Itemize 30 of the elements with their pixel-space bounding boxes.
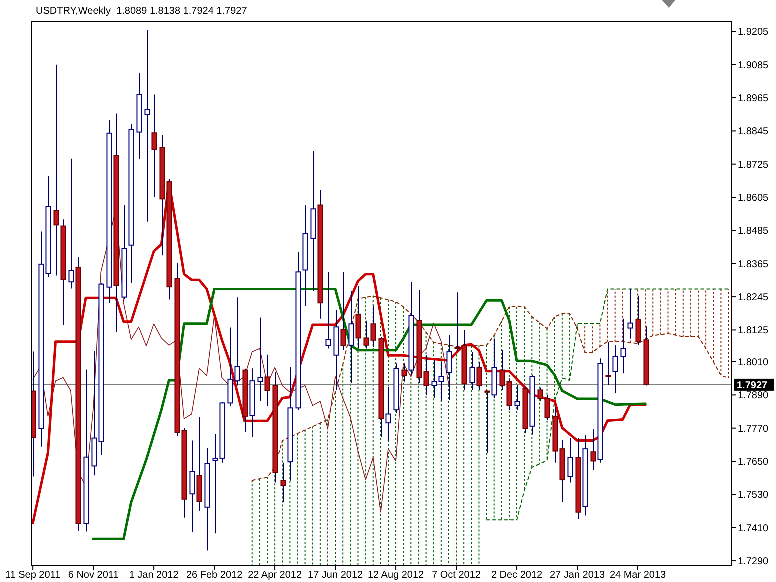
chart-title: USDTRY,Weekly 1.8089 1.8138 1.7924 1.7927 [36, 6, 248, 17]
y-tick-label: 1.8365 [738, 259, 770, 270]
y-tick-label: 1.7890 [738, 390, 770, 402]
y-tick-label: 1.7410 [738, 523, 770, 534]
y-tick-label: 1.8845 [738, 126, 770, 138]
x-tick-label: 1 Jan 2012 [129, 570, 180, 581]
y-tick-label: 1.8485 [738, 226, 770, 238]
y-tick-label: 1.7650 [738, 457, 770, 468]
y-tick-label: 1.8605 [738, 193, 770, 204]
ref-line-label: 1.7927 [737, 380, 768, 392]
x-tick-label: 22 Apr 2012 [248, 570, 302, 581]
y-tick-label: 1.8245 [738, 292, 770, 304]
y-tick-label: 1.8725 [738, 160, 770, 171]
x-tick-label: 27 Jan 2013 [550, 570, 606, 581]
y-tick-label: 1.7290 [738, 556, 770, 568]
y-tick-label: 1.9205 [738, 27, 770, 38]
y-tick-label: 1.7770 [738, 424, 770, 435]
x-tick-label: 24 Mar 2013 [610, 570, 667, 581]
x-tick-label: 12 Aug 2012 [368, 570, 425, 581]
x-tick-label: 6 Nov 2011 [68, 570, 120, 581]
x-tick-label: 7 Oct 2012 [432, 570, 482, 581]
x-tick-label: 17 Jun 2012 [308, 570, 364, 581]
y-tick-label: 1.7530 [738, 490, 770, 502]
y-tick-label: 1.8010 [738, 358, 770, 368]
x-tick-label: 2 Dec 2012 [491, 570, 544, 581]
x-tick-label: 11 Sep 2011 [5, 570, 62, 581]
y-tick-label: 1.8965 [738, 94, 770, 105]
y-tick-label: 1.8125 [738, 326, 770, 337]
y-tick-label: 1.9085 [738, 60, 770, 72]
x-tick-label: 26 Feb 2012 [186, 570, 244, 581]
